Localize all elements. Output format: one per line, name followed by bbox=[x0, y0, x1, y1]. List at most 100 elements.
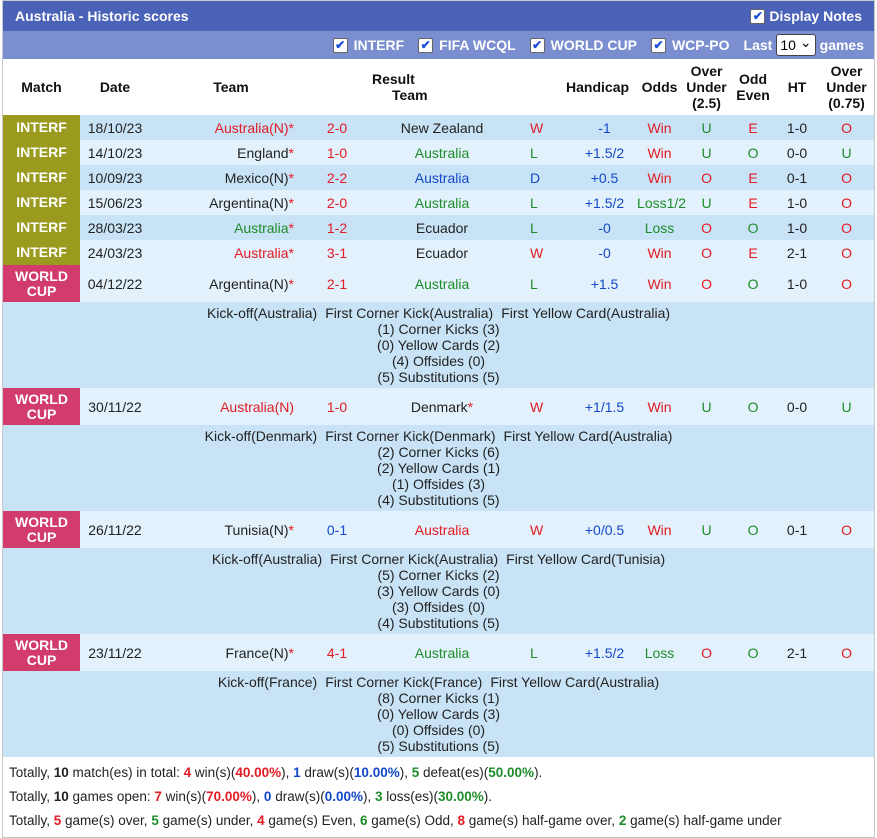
away-star: * bbox=[467, 398, 474, 415]
checkbox-check-icon[interactable]: ✔ bbox=[418, 37, 434, 53]
home-team[interactable]: Australia(N)* bbox=[150, 115, 312, 140]
filter-wcp-po[interactable]: ✔ WCP-PO bbox=[650, 37, 730, 53]
away-team[interactable]: Australia bbox=[362, 140, 523, 165]
away-team[interactable]: Australia bbox=[362, 634, 523, 671]
filter-interf[interactable]: ✔ INTERF bbox=[332, 37, 404, 53]
col-date[interactable]: Date bbox=[80, 59, 150, 115]
offsides: (1) Offsides (3) bbox=[391, 476, 486, 492]
home-team[interactable]: Australia* bbox=[150, 240, 312, 265]
home-team[interactable]: Australia* bbox=[150, 215, 312, 240]
home-team[interactable]: England* bbox=[150, 140, 312, 165]
competition-badge[interactable]: INTERF bbox=[3, 240, 80, 265]
table-row: WORLD CUP 23/11/22 France(N)* 4-1 Australia L +… bbox=[3, 634, 875, 671]
home-team[interactable]: Argentina(N)* bbox=[150, 190, 312, 215]
checkbox-check-icon[interactable]: ✔ bbox=[650, 37, 666, 53]
away-team[interactable]: Australia bbox=[362, 511, 523, 548]
col-match[interactable]: Match bbox=[3, 59, 80, 115]
half-time-score: 1-0 bbox=[775, 115, 820, 140]
home-team-name[interactable]: Australia(N) bbox=[220, 398, 294, 415]
games-label: games bbox=[819, 37, 864, 53]
home-team-name[interactable]: Australia(N) bbox=[214, 119, 289, 136]
col-ht: HT bbox=[775, 59, 820, 115]
over-under-075: O bbox=[819, 165, 875, 190]
competition-badge[interactable]: INTERF bbox=[3, 115, 80, 140]
match-score[interactable]: 3-1 bbox=[312, 240, 362, 265]
table-header-row: Match Date Team Result Team Handicap Odd… bbox=[3, 59, 875, 115]
yellow-cards: (3) Yellow Cards (0) bbox=[377, 583, 500, 599]
competition-badge[interactable]: WORLD CUP bbox=[3, 265, 80, 302]
last-games-select[interactable]: 10 ⌄ bbox=[776, 34, 816, 56]
away-team-name[interactable]: Australia bbox=[414, 644, 470, 661]
home-team-name[interactable]: Tunisia(N) bbox=[224, 521, 289, 538]
home-team-name[interactable]: Australia bbox=[234, 244, 289, 261]
half-time-score: 1-0 bbox=[775, 190, 820, 215]
table-row: WORLD CUP 26/11/22 Tunisia(N)* 0-1 Australia W… bbox=[3, 511, 875, 548]
away-team-name[interactable]: Australia bbox=[414, 194, 470, 211]
checkbox-check-icon[interactable]: ✔ bbox=[750, 8, 766, 24]
summary-text: Totally, bbox=[9, 789, 54, 804]
match-score[interactable]: 2-2 bbox=[312, 165, 362, 190]
match-score[interactable]: 1-0 bbox=[312, 388, 362, 425]
col-handicap: Handicap bbox=[522, 59, 638, 115]
competition-badge[interactable]: INTERF bbox=[3, 190, 80, 215]
home-team[interactable]: France(N)* bbox=[150, 634, 312, 671]
match-score[interactable]: 0-1 bbox=[312, 511, 362, 548]
over-under-075: O bbox=[819, 265, 875, 302]
odds-result: Loss bbox=[637, 215, 683, 240]
away-team[interactable]: New Zealand bbox=[362, 115, 523, 140]
competition-badge[interactable]: INTERF bbox=[3, 215, 80, 240]
away-team[interactable]: Australia bbox=[362, 165, 523, 190]
display-notes-toggle[interactable]: ✔ Display Notes bbox=[750, 8, 862, 24]
competition-badge[interactable]: INTERF bbox=[3, 165, 80, 190]
away-team[interactable]: Australia bbox=[362, 190, 523, 215]
summary-text: 0 bbox=[263, 789, 272, 804]
competition-badge[interactable]: WORLD CUP bbox=[3, 634, 80, 671]
match-score[interactable]: 1-0 bbox=[312, 140, 362, 165]
match-score[interactable]: 2-0 bbox=[312, 115, 362, 140]
win-loss: D bbox=[522, 165, 573, 190]
away-team-name[interactable]: Ecuador bbox=[415, 219, 469, 236]
checkbox-check-icon[interactable]: ✔ bbox=[529, 37, 545, 53]
competition-badge[interactable]: WORLD CUP bbox=[3, 388, 80, 425]
filter-world-cup[interactable]: ✔ WORLD CUP bbox=[529, 37, 637, 53]
competition-badge[interactable]: INTERF bbox=[3, 140, 80, 165]
checkbox-check-icon[interactable]: ✔ bbox=[332, 37, 348, 53]
match-score[interactable]: 2-1 bbox=[312, 265, 362, 302]
home-team-name[interactable]: Mexico(N) bbox=[224, 169, 289, 186]
away-team-name[interactable]: Australia bbox=[414, 521, 470, 538]
away-team[interactable]: Denmark* bbox=[362, 388, 523, 425]
away-team-name[interactable]: Australia bbox=[414, 144, 470, 161]
first-yellow: First Yellow Card(Australia) bbox=[503, 428, 673, 444]
table-row: WORLD CUP 04/12/22 Argentina(N)* 2-1 Australi… bbox=[3, 265, 875, 302]
match-score[interactable]: 1-2 bbox=[312, 215, 362, 240]
away-team-name[interactable]: Ecuador bbox=[415, 244, 469, 261]
away-team-name[interactable]: Denmark bbox=[410, 398, 468, 415]
filter-fifa-wcql[interactable]: ✔ FIFA WCQL bbox=[418, 37, 516, 53]
odd-even: O bbox=[731, 634, 776, 671]
home-team[interactable]: Mexico(N)* bbox=[150, 165, 312, 190]
away-team-name[interactable]: New Zealand bbox=[400, 119, 484, 136]
away-team-name[interactable]: Australia bbox=[414, 275, 470, 292]
home-team-name[interactable]: Australia bbox=[234, 219, 289, 236]
match-score[interactable]: 4-1 bbox=[312, 634, 362, 671]
match-score[interactable]: 2-0 bbox=[312, 190, 362, 215]
home-team-name[interactable]: France(N) bbox=[225, 644, 289, 661]
yellow-cards: (0) Yellow Cards (2) bbox=[377, 337, 500, 353]
home-team-name[interactable]: England bbox=[237, 144, 289, 161]
home-team[interactable]: Tunisia(N)* bbox=[150, 511, 312, 548]
away-team[interactable]: Ecuador bbox=[362, 240, 523, 265]
home-team-name[interactable]: Argentina(N) bbox=[209, 194, 289, 211]
home-team[interactable]: Argentina(N)* bbox=[150, 265, 312, 302]
panel-title: Australia - Historic scores bbox=[15, 8, 189, 24]
home-team[interactable]: Australia(N) bbox=[150, 388, 312, 425]
away-team[interactable]: Australia bbox=[362, 265, 523, 302]
summary-results: Totally, 10 match(es) in total: 4 win(s)… bbox=[9, 761, 868, 785]
summary-text: draw(s)( bbox=[300, 765, 354, 780]
home-team-name[interactable]: Argentina(N) bbox=[209, 275, 289, 292]
win-loss: W bbox=[522, 115, 573, 140]
away-team[interactable]: Ecuador bbox=[362, 215, 523, 240]
competition-badge[interactable]: WORLD CUP bbox=[3, 511, 80, 548]
summary-text: ), bbox=[251, 789, 264, 804]
substitutions: (5) Substitutions (5) bbox=[377, 369, 500, 385]
away-team-name[interactable]: Australia bbox=[414, 169, 470, 186]
